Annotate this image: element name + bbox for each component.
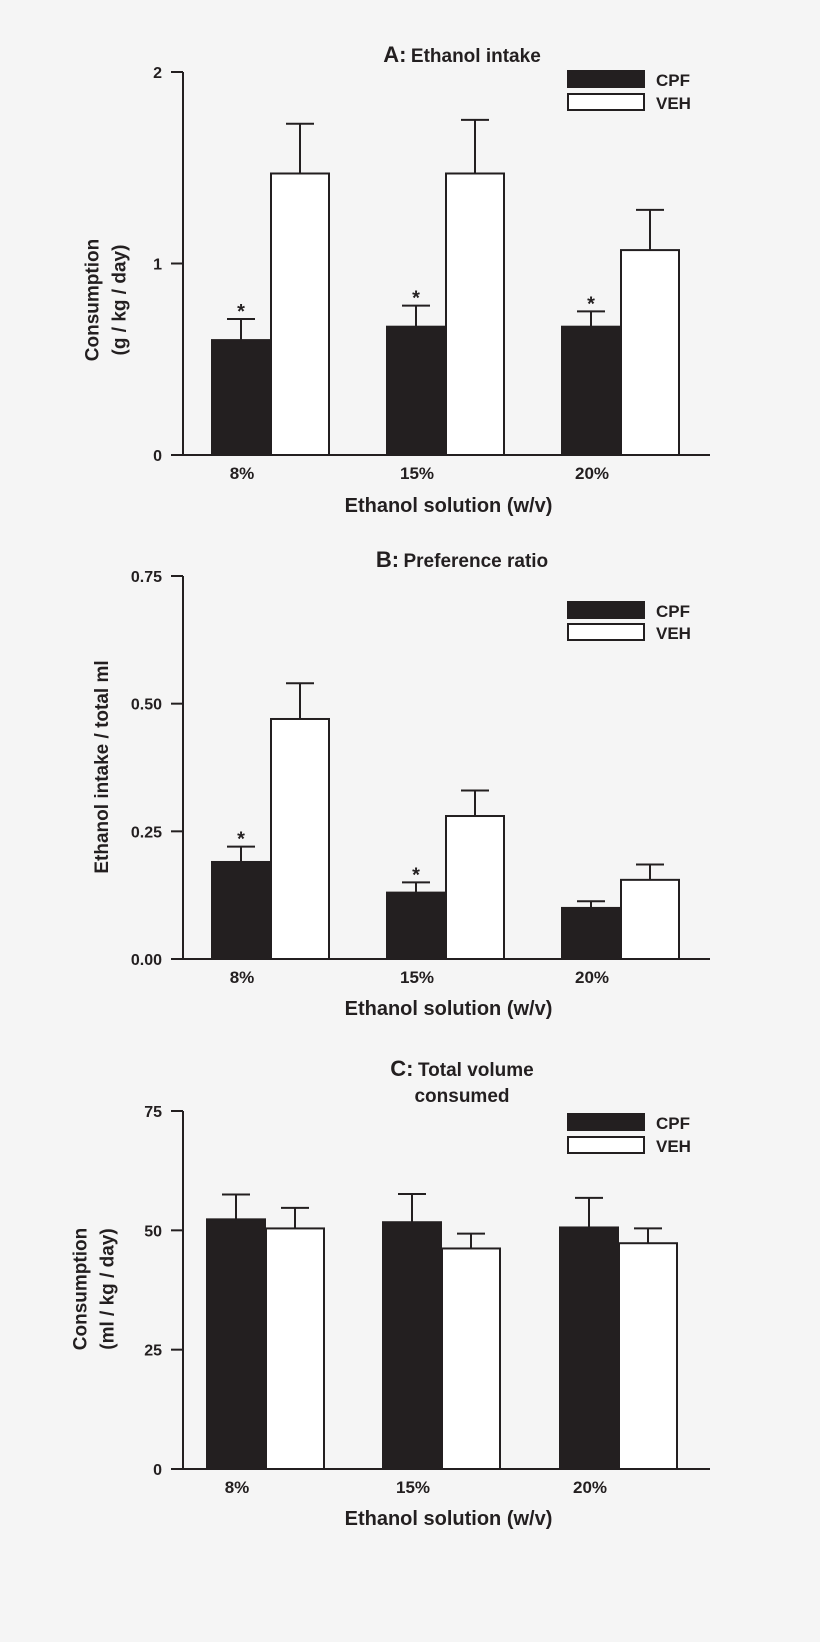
x-tick-label: 8% — [230, 968, 255, 987]
significance-marker: * — [412, 864, 420, 886]
bar-veh — [270, 717, 330, 961]
legend-label-cpf: CPF — [656, 1114, 690, 1133]
bar-veh — [620, 249, 680, 456]
bar-veh — [270, 172, 330, 456]
x-tick-label: 20% — [575, 968, 609, 987]
bar-cpf — [386, 891, 446, 961]
bar-veh — [618, 1242, 678, 1470]
chart-title-c: C: Total volume — [390, 1056, 533, 1081]
bar-cpf — [561, 906, 621, 961]
bar-veh — [445, 172, 505, 456]
bar-veh — [620, 878, 680, 961]
y-axis-label: (ml / kg / day) — [98, 1228, 119, 1349]
x-tick-label: 8% — [225, 1478, 250, 1497]
legend-label-veh: VEH — [656, 1137, 691, 1156]
legend-swatch-veh — [567, 1136, 645, 1154]
legend-swatch-cpf — [567, 601, 645, 619]
title-line: Ethanol intake — [411, 46, 541, 67]
y-tick-label: 50 — [144, 1223, 162, 1240]
x-axis-label: Ethanol solution (w/v) — [345, 1508, 553, 1530]
legend-swatch-cpf — [567, 70, 645, 88]
significance-marker: * — [412, 288, 420, 310]
chart-panel-c: C: Total volume consumed 0 25 50 75 8% 15% 20% Et… — [71, 1056, 710, 1530]
chart-title-a: A: Ethanol intake — [383, 42, 541, 67]
y-tick-label: 25 — [144, 1343, 162, 1360]
x-tick-label: 15% — [400, 464, 434, 483]
bar-cpf — [561, 325, 621, 456]
title-line: Preference ratio — [403, 551, 548, 572]
title-line: Total volume — [418, 1060, 534, 1081]
chart-panel-a: A: Ethanol intake 0 1 2 * 8% * 15% * 20% Ethanol s… — [83, 42, 710, 517]
y-tick-label: 75 — [144, 1104, 162, 1121]
y-tick-label: 1 — [153, 257, 162, 274]
x-tick-label: 15% — [400, 968, 434, 987]
y-axis-label: Consumption — [71, 1228, 92, 1350]
legend-label-cpf: CPF — [656, 602, 690, 621]
title-line: consumed — [414, 1086, 509, 1107]
x-axis-label: Ethanol solution (w/v) — [345, 495, 553, 517]
legend-swatch-veh — [567, 623, 645, 641]
legend-swatch-veh — [567, 93, 645, 111]
panel-letter: A: — [383, 42, 406, 67]
x-tick-label: 8% — [230, 464, 255, 483]
y-tick-label: 2 — [153, 65, 162, 82]
bar-cpf — [559, 1226, 619, 1471]
panel-letter: C: — [390, 1056, 413, 1081]
bar-cpf — [386, 325, 446, 456]
bar-cpf — [382, 1221, 442, 1470]
x-tick-label: 20% — [573, 1478, 607, 1497]
y-axis-label: Ethanol intake / total ml — [92, 660, 113, 873]
bar-cpf — [211, 339, 271, 457]
bar-cpf — [211, 860, 271, 960]
bar-cpf — [206, 1218, 266, 1470]
legend-label-cpf: CPF — [656, 71, 690, 90]
y-tick-label: 0 — [153, 448, 162, 465]
significance-marker: * — [237, 301, 245, 323]
y-tick-label: 0.75 — [131, 569, 162, 586]
legend-swatch-cpf — [567, 1113, 645, 1131]
y-tick-label: 0.50 — [131, 697, 162, 714]
y-axis-label: Consumption — [83, 239, 104, 361]
legend-label-veh: VEH — [656, 94, 691, 113]
y-tick-label: 0 — [153, 1462, 162, 1479]
x-axis-label: Ethanol solution (w/v) — [345, 998, 553, 1020]
chart-title-c: consumed — [414, 1086, 509, 1107]
legend-label-veh: VEH — [656, 624, 691, 643]
bar-veh — [445, 815, 505, 960]
chart-panel-b: B: Preference ratio 0.00 0.25 0.50 0.75 * 8% * 1… — [92, 547, 710, 1020]
x-tick-label: 20% — [575, 464, 609, 483]
panel-letter: B: — [376, 547, 399, 572]
significance-marker: * — [587, 293, 595, 315]
x-tick-label: 15% — [396, 1478, 430, 1497]
y-axis-label: (g / kg / day) — [110, 245, 131, 356]
bar-veh — [265, 1227, 325, 1470]
chart-title-b: B: Preference ratio — [376, 547, 548, 572]
bar-veh — [441, 1247, 501, 1471]
y-tick-label: 0.00 — [131, 952, 162, 969]
y-tick-label: 0.25 — [131, 824, 162, 841]
significance-marker: * — [237, 829, 245, 851]
